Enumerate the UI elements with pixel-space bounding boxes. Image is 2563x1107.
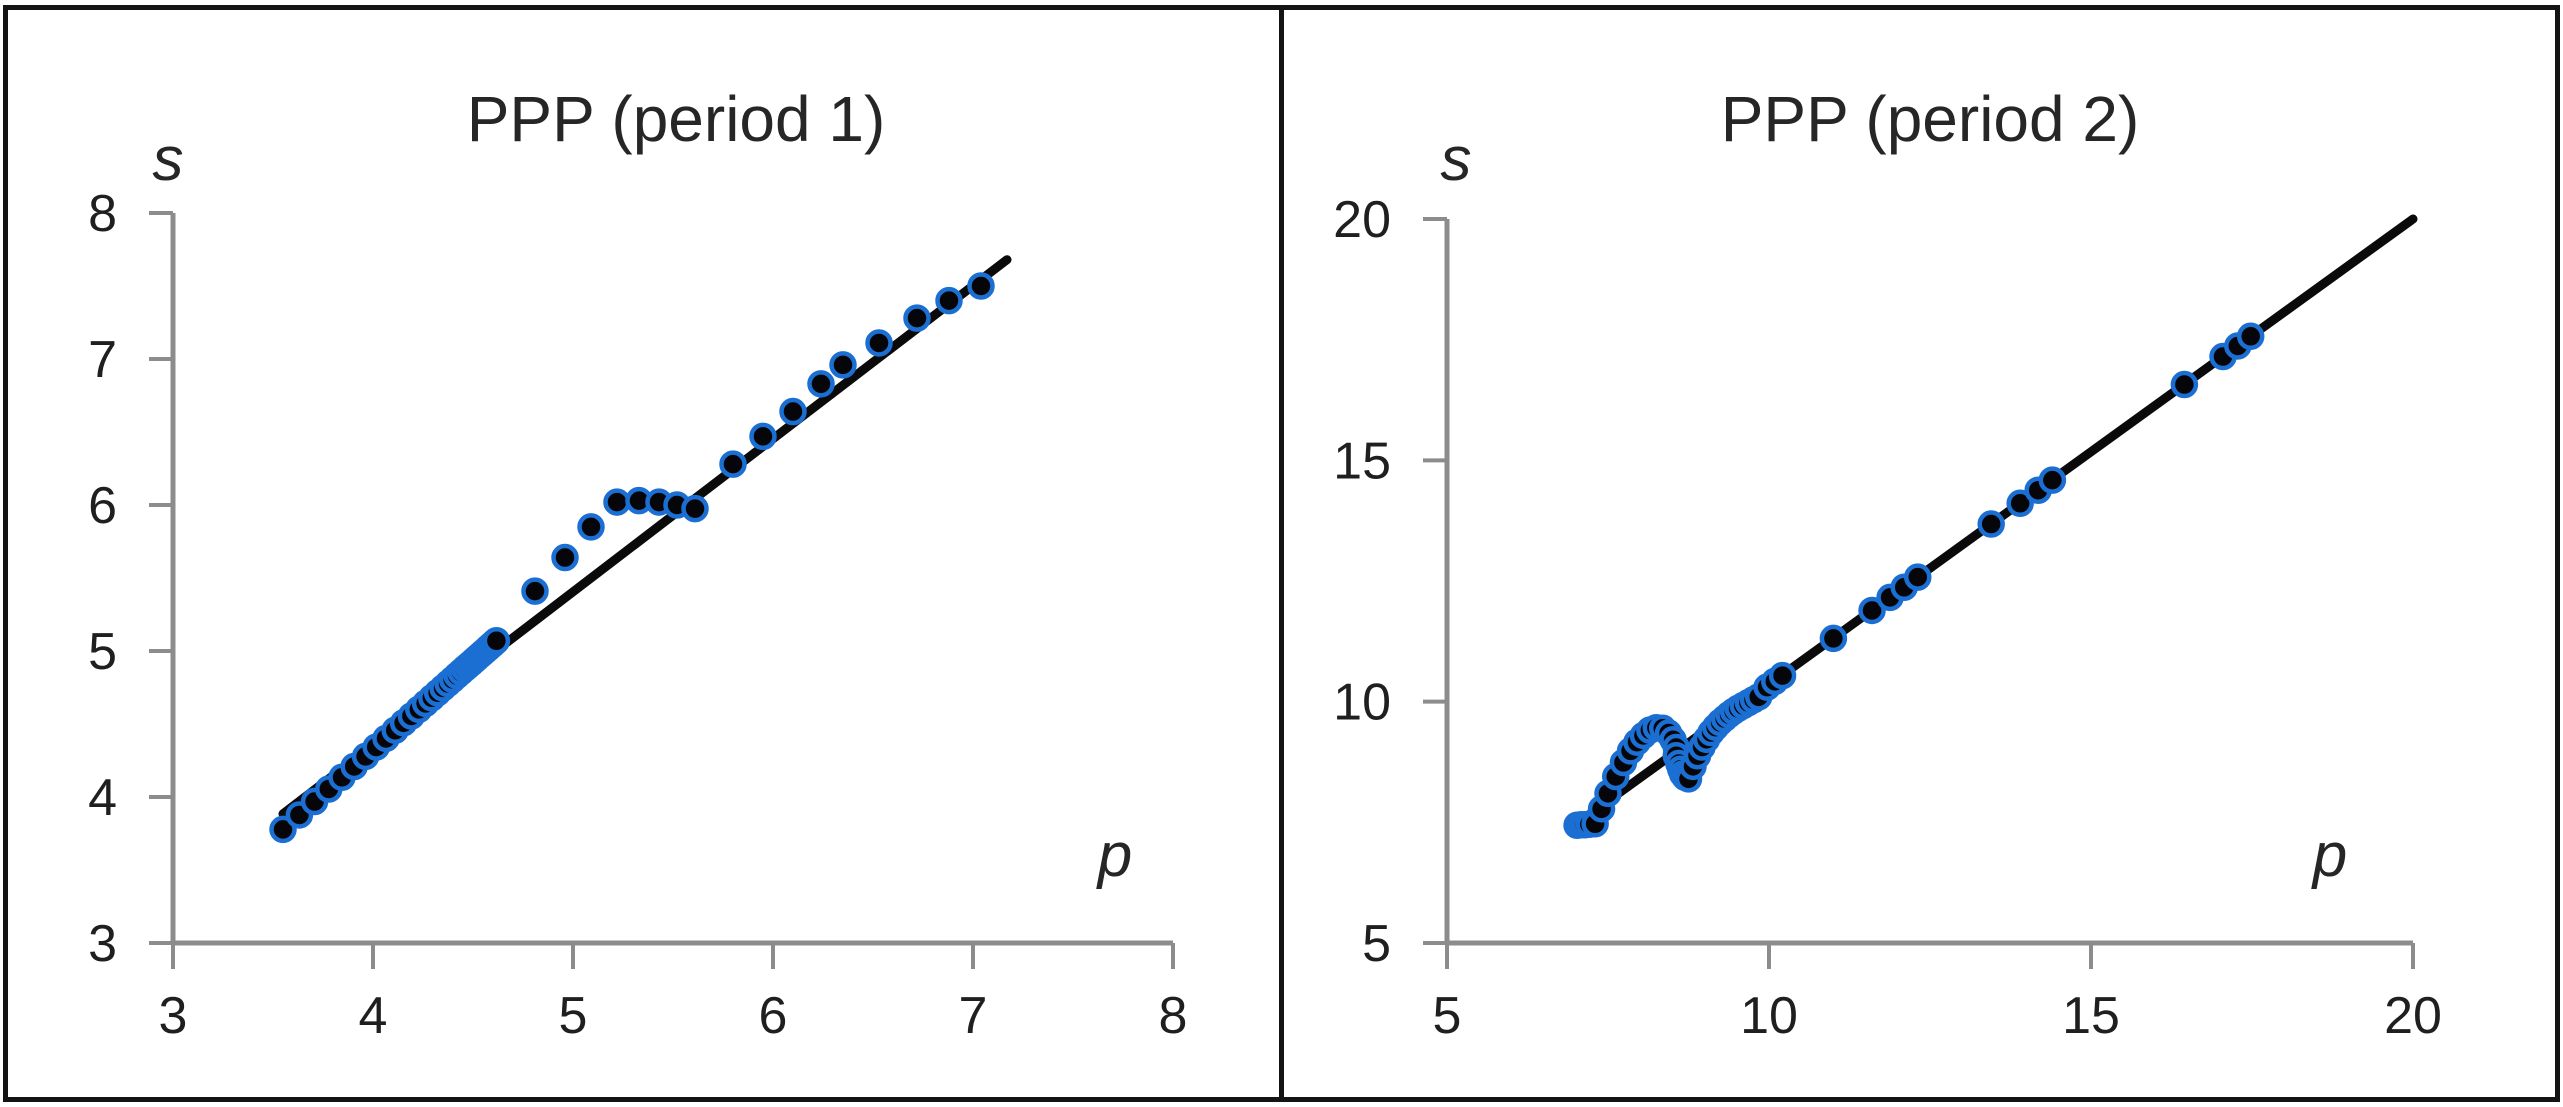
y-axis-tick-label: 4 [88, 769, 117, 827]
data-point [551, 543, 579, 572]
data-point [2170, 370, 2199, 399]
chart-title: PPP (period 1) [467, 83, 886, 155]
x-axis-variable-label: p [2311, 821, 2347, 890]
data-point [967, 272, 995, 300]
y-axis-tick-label: 3 [88, 915, 117, 973]
data-point [1904, 563, 1932, 591]
y-axis-tick-label: 8 [88, 185, 117, 243]
y-axis-tick-label: 6 [88, 477, 117, 535]
data-point [603, 488, 631, 516]
data-point [2236, 322, 2265, 351]
x-axis-tick-label: 6 [759, 987, 788, 1045]
data-point [749, 422, 777, 451]
y-axis-tick-label: 5 [88, 623, 117, 681]
scatter-chart-period-1: PPP (period 1) s p 3 4 5 6 7 8 3 4 5 6 7 8 [88, 83, 1188, 1045]
data-point [269, 815, 297, 844]
x-axis-tick-label: 8 [1159, 987, 1188, 1045]
x-axis-tick-label: 20 [2384, 987, 2442, 1045]
x-axis-tick-label: 7 [959, 987, 988, 1045]
data-point [829, 351, 857, 379]
y-axis-tick-label: 5 [1362, 915, 1391, 973]
figure-frame: PPP (period 1) s p 3 4 5 6 7 8 3 4 5 6 7 8 PPP (period… [3, 5, 2560, 1102]
x-axis-tick-label: 4 [359, 987, 388, 1045]
data-point [903, 304, 931, 332]
data-point [577, 513, 605, 541]
chart-panel-period-1: PPP (period 1) s p 3 4 5 6 7 8 3 4 5 6 7 8 [8, 10, 1279, 1097]
y-axis-tick-label: 7 [88, 331, 117, 389]
chart-panel-period-2: PPP (period 2) s p 5 10 15 20 5 10 15 20 [1284, 10, 2555, 1097]
data-point [1977, 510, 2005, 538]
x-axis-tick-label: 15 [2062, 987, 2120, 1045]
data-point [779, 397, 807, 426]
y-axis-tick-label: 20 [1333, 191, 1391, 249]
x-axis-tick-label: 5 [559, 987, 588, 1045]
data-point [681, 494, 709, 523]
y-axis-tick-label: 15 [1333, 432, 1391, 490]
data-point [719, 450, 747, 478]
data-point [2006, 489, 2034, 518]
scatter-chart-period-2: PPP (period 2) s p 5 10 15 20 5 10 15 20 [1333, 83, 2442, 1045]
data-point [1768, 661, 1797, 690]
chart-title: PPP (period 2) [1721, 83, 2140, 155]
x-axis-tick-label: 10 [1740, 987, 1798, 1045]
data-point [1819, 624, 1848, 653]
data-point [521, 577, 549, 605]
y-axis-tick-label: 10 [1333, 674, 1391, 732]
x-axis-tick-label: 3 [159, 987, 188, 1045]
data-point [1858, 596, 1886, 625]
x-axis-tick-label: 5 [1433, 987, 1462, 1045]
data-point [865, 329, 893, 357]
x-axis-variable-label: p [1096, 821, 1132, 890]
y-axis-variable-label: s [1441, 125, 1472, 194]
data-point [807, 370, 835, 398]
data-point [2038, 466, 2067, 494]
y-axis-variable-label: s [153, 125, 184, 194]
data-point [935, 286, 963, 315]
panel-divider [1279, 10, 1284, 1097]
data-point [482, 627, 511, 655]
